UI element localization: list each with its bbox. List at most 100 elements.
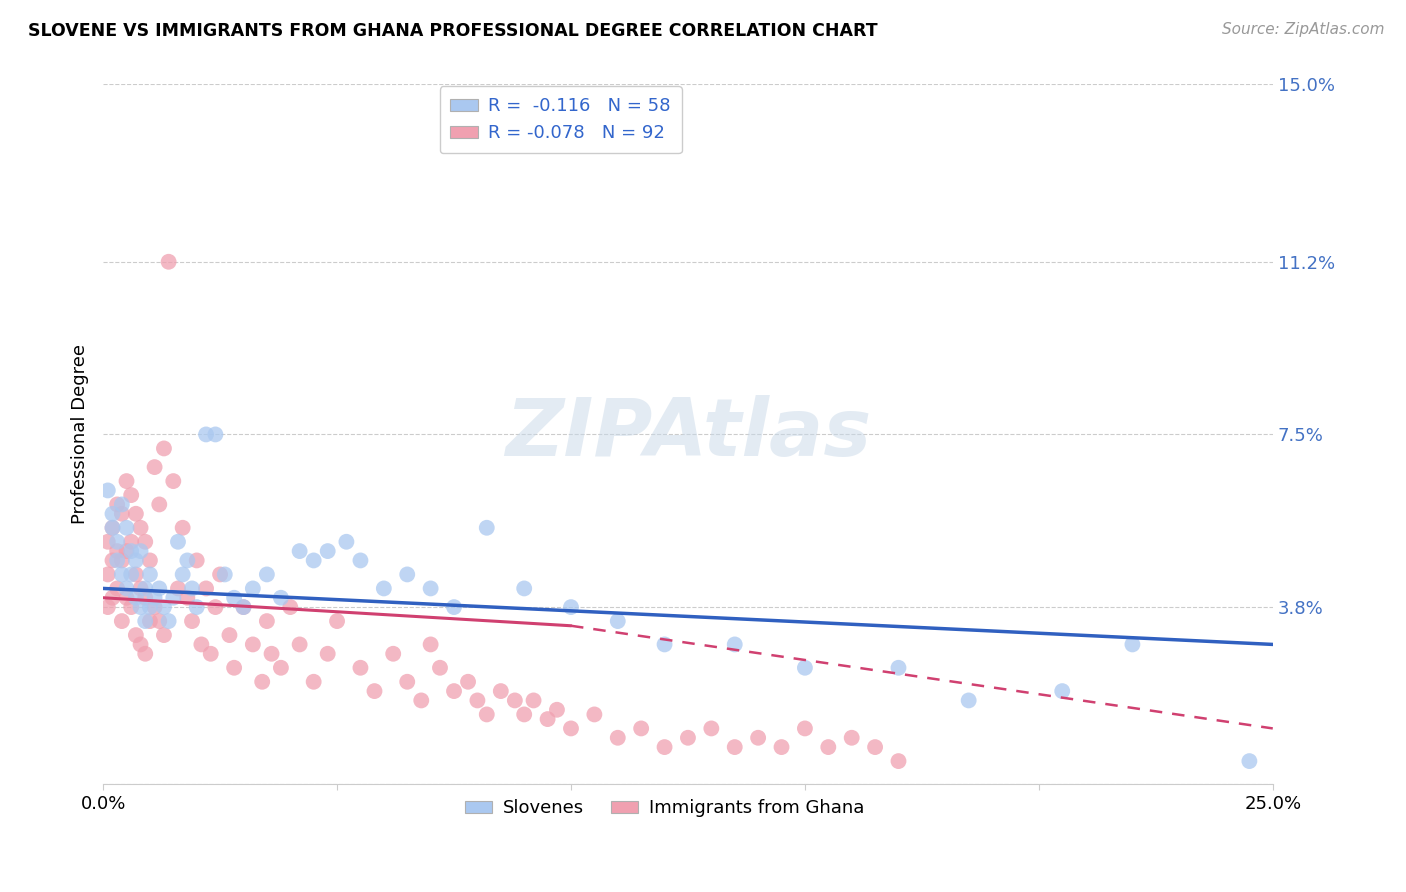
Point xyxy=(181,582,204,596)
Point xyxy=(242,637,264,651)
Point xyxy=(288,544,311,558)
Point xyxy=(157,614,180,628)
Point xyxy=(111,498,134,512)
Point xyxy=(475,707,498,722)
Point xyxy=(176,591,198,605)
Point xyxy=(411,693,433,707)
Point xyxy=(129,600,152,615)
Point xyxy=(793,661,815,675)
Point xyxy=(105,534,128,549)
Point xyxy=(382,647,405,661)
Point xyxy=(101,591,124,605)
Point xyxy=(143,600,166,615)
Point xyxy=(101,521,124,535)
Point xyxy=(260,647,283,661)
Point xyxy=(111,507,134,521)
Point xyxy=(148,498,170,512)
Point xyxy=(443,684,465,698)
Point xyxy=(654,740,676,755)
Point xyxy=(129,521,152,535)
Point xyxy=(606,731,628,745)
Point xyxy=(153,600,176,615)
Point xyxy=(335,534,357,549)
Point xyxy=(101,553,124,567)
Point xyxy=(676,731,699,745)
Point xyxy=(134,614,156,628)
Point xyxy=(176,553,198,567)
Point xyxy=(139,614,162,628)
Point xyxy=(153,442,176,456)
Point xyxy=(186,600,208,615)
Point xyxy=(120,488,142,502)
Point xyxy=(700,722,723,736)
Point xyxy=(200,647,222,661)
Point xyxy=(467,693,489,707)
Point xyxy=(457,674,479,689)
Point xyxy=(172,567,194,582)
Point xyxy=(120,567,142,582)
Point xyxy=(139,600,162,615)
Point xyxy=(125,507,148,521)
Point xyxy=(105,544,128,558)
Point xyxy=(181,614,204,628)
Point xyxy=(560,600,582,615)
Point xyxy=(115,474,138,488)
Point xyxy=(111,567,134,582)
Point xyxy=(250,674,273,689)
Text: Source: ZipAtlas.com: Source: ZipAtlas.com xyxy=(1222,22,1385,37)
Point xyxy=(134,534,156,549)
Point xyxy=(129,637,152,651)
Point xyxy=(172,521,194,535)
Point xyxy=(957,693,980,707)
Point xyxy=(536,712,558,726)
Point xyxy=(120,600,142,615)
Point xyxy=(162,591,184,605)
Point xyxy=(125,628,148,642)
Point xyxy=(606,614,628,628)
Point xyxy=(204,427,226,442)
Point xyxy=(242,582,264,596)
Point xyxy=(101,521,124,535)
Point xyxy=(105,498,128,512)
Point xyxy=(326,614,349,628)
Point xyxy=(747,731,769,745)
Point xyxy=(167,534,190,549)
Point xyxy=(887,754,910,768)
Point xyxy=(396,674,419,689)
Point xyxy=(186,553,208,567)
Point xyxy=(224,591,246,605)
Point xyxy=(195,427,218,442)
Point xyxy=(97,600,120,615)
Point xyxy=(134,591,156,605)
Point xyxy=(209,567,232,582)
Point xyxy=(863,740,886,755)
Point xyxy=(143,460,166,475)
Point xyxy=(1239,754,1261,768)
Point xyxy=(120,534,142,549)
Point xyxy=(724,740,747,755)
Point xyxy=(583,707,606,722)
Text: ZIPAtlas: ZIPAtlas xyxy=(505,395,872,474)
Point xyxy=(153,628,176,642)
Point xyxy=(363,684,385,698)
Point xyxy=(214,567,236,582)
Point xyxy=(522,693,544,707)
Point xyxy=(125,567,148,582)
Point xyxy=(302,674,325,689)
Point xyxy=(302,553,325,567)
Point xyxy=(513,707,536,722)
Point xyxy=(204,600,226,615)
Point xyxy=(770,740,793,755)
Point xyxy=(139,567,162,582)
Point xyxy=(1052,684,1074,698)
Point xyxy=(190,637,212,651)
Point xyxy=(256,614,278,628)
Point xyxy=(793,722,815,736)
Point xyxy=(1121,637,1143,651)
Point xyxy=(148,582,170,596)
Point xyxy=(129,544,152,558)
Point xyxy=(349,553,371,567)
Point xyxy=(139,553,162,567)
Point xyxy=(503,693,526,707)
Point xyxy=(349,661,371,675)
